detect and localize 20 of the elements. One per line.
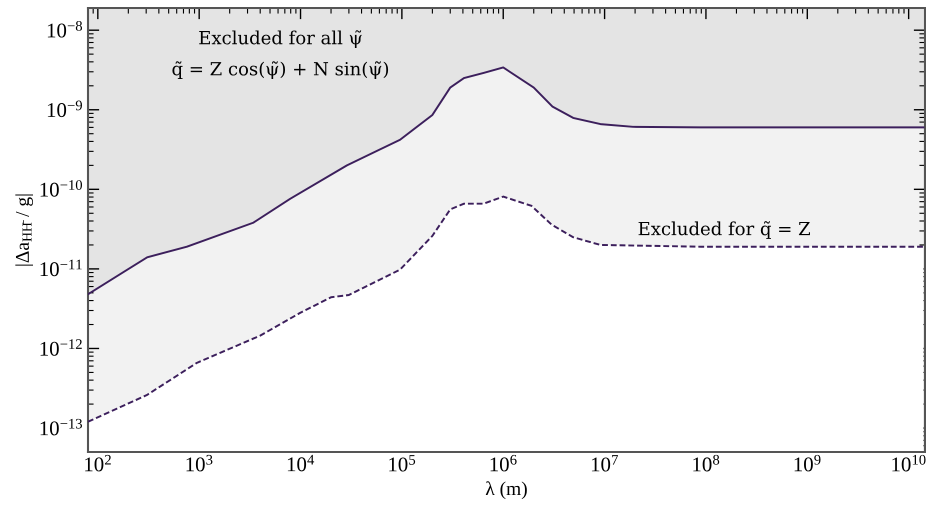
x-tick-label: 10$^{4}$: [288, 454, 314, 472]
y-tick-label: 10$^{−9}$: [48, 100, 82, 118]
y-tick-label: 10$^{−12}$: [40, 339, 82, 356]
x-axis-title: λ (m): [486, 481, 527, 500]
annotation: Excluded for q̃ = Z: [638, 221, 810, 239]
x-tick-label: 10$^{6}$: [490, 454, 517, 472]
x-tick-label: 10$^{8}$: [693, 454, 720, 472]
y-tick-label: 10$^{−11}$: [40, 260, 82, 276]
annotation: q̃ = Z cos(ψ̃) + N sin(ψ̃): [172, 61, 388, 80]
y-tick-label: 10$^{−13}$: [40, 418, 82, 436]
annotation: Excluded for all ψ̃: [199, 30, 362, 48]
x-tick-label: 10$^{7}$: [592, 455, 618, 472]
y-axis-title: |Δa$_{HH̄}$ / g|: [15, 194, 34, 266]
x-tick-label: 10$^{9}$: [794, 454, 821, 472]
x-tick-label: 10$^{3}$: [186, 454, 212, 472]
x-tick-label: 10$^{10}$: [892, 454, 926, 472]
y-tick-label: 10$^{−10}$: [40, 180, 82, 197]
y-tick-label: 10$^{−8}$: [48, 20, 82, 38]
x-tick-label: 10$^{5}$: [389, 455, 416, 472]
x-tick-label: 10$^{2}$: [85, 454, 111, 472]
